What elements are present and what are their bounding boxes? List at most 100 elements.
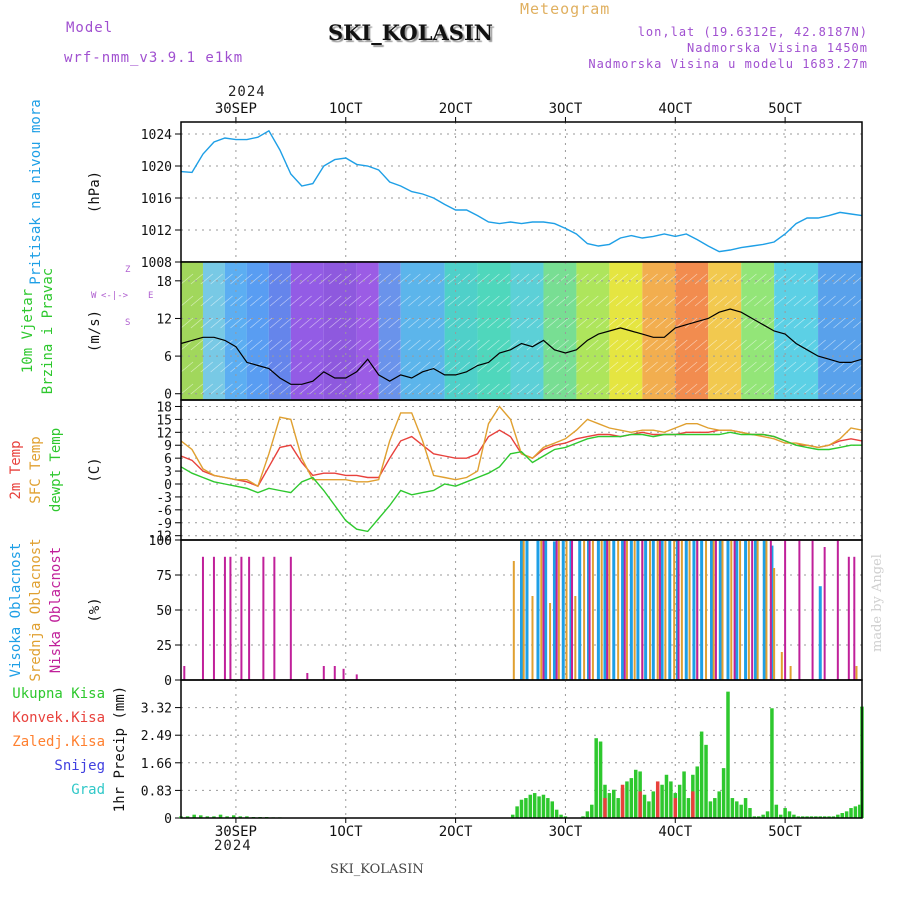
bar-visoka-oblacnost <box>718 540 722 680</box>
x-tick-label-top: 1OCT <box>329 101 363 117</box>
bar-srednja-oblacnost <box>633 540 636 680</box>
wind-barb <box>665 273 678 285</box>
wind-barb <box>289 273 302 285</box>
y-tick-label: 12 <box>156 426 172 441</box>
wind-barb <box>427 273 441 285</box>
bar-ukupna-kisa <box>185 816 190 818</box>
bar-visoka-oblacnost <box>520 540 523 680</box>
wind-barb <box>843 317 856 329</box>
wind-barb <box>240 295 253 307</box>
bar-visoka-oblacnost <box>578 540 582 680</box>
wind-barb <box>249 317 263 329</box>
bar-ukupna-kisa <box>827 816 831 818</box>
series-line-sfc-temp <box>180 405 863 488</box>
wind-barb <box>773 361 787 373</box>
bar-srednja-oblacnost <box>780 652 783 680</box>
bar-ukupna-kisa <box>765 811 770 818</box>
bar-ukupna-kisa <box>721 768 726 818</box>
bar-ukupna-kisa <box>532 793 537 818</box>
x-tick-label-bottom: 2OCT <box>439 824 473 840</box>
bar-srednja-oblacnost <box>789 666 792 680</box>
wind-barb <box>744 273 757 285</box>
y-tick-label: 18 <box>156 275 172 290</box>
bar-srednja-oblacnost <box>522 540 525 680</box>
wind-barb <box>299 339 312 351</box>
bar-ukupna-kisa <box>796 816 801 818</box>
wind-barb <box>764 361 777 373</box>
wind-barb <box>497 361 510 373</box>
wind-barb <box>823 361 836 373</box>
wind-barb <box>368 273 382 285</box>
wind-barb <box>615 339 629 351</box>
bar-ukupna-kisa <box>677 784 682 818</box>
wind-barb <box>289 383 302 395</box>
bar-srednja-oblacnost <box>557 540 560 680</box>
y-axis-label: (%) <box>87 597 103 622</box>
wind-barb <box>408 361 421 373</box>
wind-barb <box>398 295 411 307</box>
wind-barb <box>803 361 817 373</box>
bar-niska-oblacnost <box>571 540 574 680</box>
wind-barb <box>249 273 263 285</box>
series-line-pritisak-na-nivou-mora <box>180 129 863 253</box>
wind-barb <box>546 383 559 395</box>
bar-ukupna-kisa <box>831 816 836 818</box>
y-tick-label: 75 <box>156 569 172 584</box>
bar-visoka-oblacnost <box>621 540 625 680</box>
wind-barb <box>684 273 698 285</box>
wind-barb <box>595 339 609 351</box>
y-tick-label: 1024 <box>141 128 172 143</box>
bar-ukupna-kisa <box>559 814 563 818</box>
wind-barb <box>437 295 451 307</box>
wind-barb <box>487 273 500 285</box>
wind-barb <box>319 361 332 373</box>
wind-barb <box>180 295 194 307</box>
wind-barb <box>190 317 204 329</box>
wind-field-band <box>576 262 610 400</box>
bar-srednja-oblacnost <box>512 561 515 680</box>
wind-field-band <box>444 262 478 400</box>
wind-field-band <box>675 262 709 400</box>
wind-barb <box>329 339 342 351</box>
bar-niska-oblacnost <box>240 556 243 680</box>
wind-barb <box>319 317 332 329</box>
wind-field-band <box>774 262 819 400</box>
wind-barb <box>843 361 856 373</box>
wind-barb <box>358 317 372 329</box>
wind-barb <box>497 339 510 351</box>
bar-niska-oblacnost <box>289 556 292 680</box>
wind-barb <box>348 273 362 285</box>
bar-srednja-oblacnost <box>549 603 552 680</box>
wind-barb <box>595 361 609 373</box>
wind-barb <box>408 339 421 351</box>
wind-barb <box>714 317 728 329</box>
bar-niska-oblacnost <box>784 540 787 680</box>
bar-konvek-kisa <box>691 791 695 818</box>
wind-barb <box>724 317 737 329</box>
bar-niska-oblacnost <box>273 556 276 680</box>
wind-barb <box>635 273 648 285</box>
bar-ukupna-kisa <box>245 816 249 818</box>
bar-ukupna-kisa <box>218 814 223 818</box>
bar-ukupna-kisa <box>510 814 515 818</box>
wind-barb <box>279 273 293 285</box>
bar-visoka-oblacnost <box>544 540 548 680</box>
wind-barb <box>220 317 233 329</box>
bar-srednja-oblacnost <box>747 540 750 680</box>
wind-barb <box>655 383 668 395</box>
wind-barb <box>556 317 569 329</box>
bar-ukupna-kisa <box>519 799 524 818</box>
bar-visoka-oblacnost <box>552 541 556 680</box>
bar-srednja-oblacnost <box>688 540 691 680</box>
wind-barb <box>833 317 846 329</box>
bar-srednja-oblacnost <box>739 540 742 680</box>
wind-barb <box>487 295 500 307</box>
side-label: 10m Vjetar <box>20 289 36 373</box>
wind-barb <box>625 383 639 395</box>
wind-barb <box>704 383 718 395</box>
y-tick-label: 0 <box>164 812 172 827</box>
wind-barb <box>546 361 559 373</box>
x-tick-label-top: 30SEP <box>215 101 257 117</box>
wind-barb <box>566 273 579 285</box>
bar-ukupna-kisa <box>809 816 814 818</box>
